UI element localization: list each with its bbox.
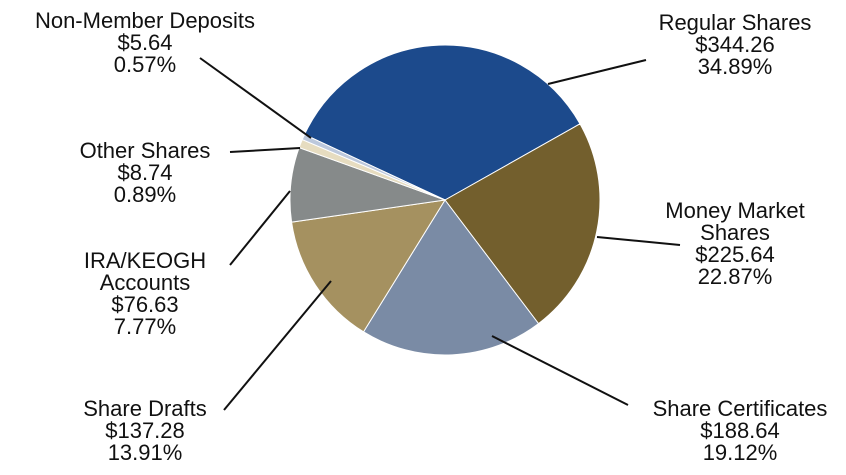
slice-label: Other Shares $8.74 0.89% (40, 140, 250, 206)
pie-slice (303, 44, 581, 201)
leader-line (223, 280, 332, 411)
category-name: Share Certificates (652, 396, 828, 421)
leader-line (491, 335, 629, 406)
percent-label: 19.12% (702, 440, 778, 465)
slice-label: Share Drafts $137.28 13.91% (40, 398, 250, 464)
slice-label: Share Certificates $188.64 19.12% (625, 398, 846, 464)
category-name: Non-Member Deposits (34, 8, 256, 33)
pie-slice (362, 199, 540, 356)
amount-label: $188.64 (700, 418, 780, 443)
slice-label: IRA/KEOGH Accounts $76.63 7.77% (60, 250, 230, 338)
leader-line (229, 147, 301, 153)
category-name: IRA/KEOGH Accounts (83, 248, 207, 295)
leader-line (596, 236, 681, 246)
amount-label: $5.64 (117, 30, 173, 55)
pie-slice (444, 123, 601, 325)
slice-label: Non-Member Deposits $5.64 0.57% (0, 10, 290, 76)
slice-label: Regular Shares $344.26 34.89% (635, 12, 835, 78)
percent-label: 13.91% (107, 440, 183, 465)
percent-label: 22.87% (697, 264, 773, 289)
leader-line (547, 59, 647, 85)
category-name: Regular Shares (658, 10, 812, 35)
leader-line (199, 57, 312, 139)
amount-label: $225.64 (695, 242, 775, 267)
category-name: Other Shares (79, 138, 211, 163)
percent-label: 34.89% (697, 54, 773, 79)
percent-label: 0.57% (113, 52, 177, 77)
amount-label: $344.26 (695, 32, 775, 57)
percent-label: 7.77% (113, 314, 177, 339)
slice-label: Money Market Shares $225.64 22.87% (635, 200, 835, 288)
amount-label: $8.74 (117, 160, 173, 185)
amount-label: $137.28 (105, 418, 185, 443)
percent-label: 0.89% (113, 182, 177, 207)
category-name: Money Market Shares (665, 198, 805, 245)
category-name: Share Drafts (83, 396, 207, 421)
leader-line (229, 190, 291, 266)
amount-label: $76.63 (111, 292, 179, 317)
pie-slice (291, 199, 446, 333)
